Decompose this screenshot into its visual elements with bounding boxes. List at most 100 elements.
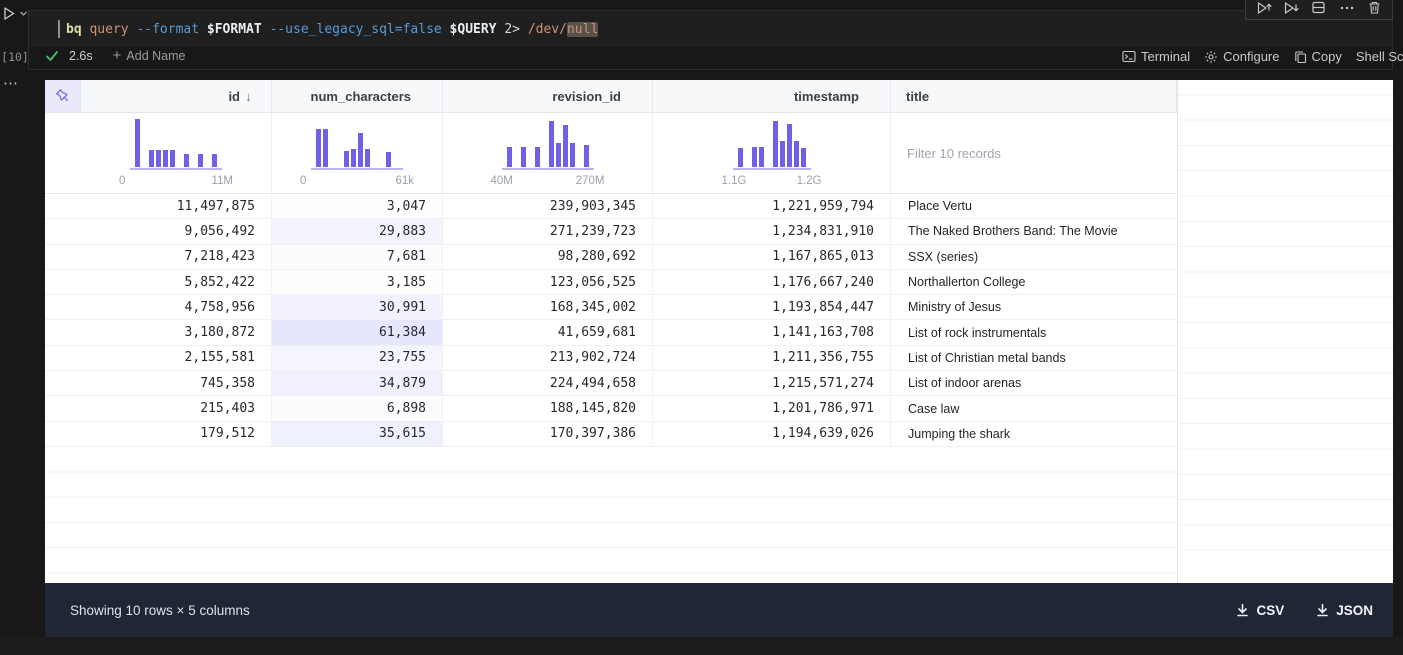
code-token: bq <box>66 21 82 37</box>
copy-icon <box>1294 50 1306 63</box>
success-check-icon <box>46 51 58 61</box>
histogram-bar <box>779 141 785 167</box>
add-name-button[interactable]: + Add Name <box>112 47 186 64</box>
cell-num_characters: 61,384 <box>272 320 443 345</box>
cell-more-icon[interactable]: ⋯ <box>3 75 19 92</box>
cell-num_characters: 30,991 <box>272 295 443 320</box>
code-token: query <box>89 21 129 37</box>
cell-num_characters: 29,883 <box>272 219 443 244</box>
split-cell-icon[interactable] <box>1310 0 1327 16</box>
histogram-cell: 0 11M <box>45 113 272 193</box>
terminal-button[interactable]: Terminal <box>1122 49 1190 64</box>
histogram-bar <box>156 150 161 167</box>
chevron-down-icon <box>20 11 27 16</box>
cell-timestamp: 1,176,667,240 <box>653 269 891 295</box>
cell-timestamp: 1,201,786,971 <box>653 396 891 421</box>
histogram-max-label: 270M <box>575 175 605 187</box>
histogram-bars <box>316 119 398 167</box>
histogram-bar <box>562 125 568 167</box>
cell-id: 745,358 <box>45 371 272 396</box>
execution-duration: 2.6s <box>69 49 93 63</box>
column-header-num_characters[interactable]: num_characters <box>272 80 443 112</box>
histogram-range-labels: 40M 270M <box>491 175 605 187</box>
histogram-bar <box>358 133 363 167</box>
copy-button[interactable]: Copy <box>1294 49 1342 64</box>
play-icon <box>4 7 15 20</box>
code-token: $FORMAT <box>206 21 262 37</box>
histogram-bar <box>351 149 356 167</box>
language-picker[interactable]: Shell Script <box>1356 49 1403 64</box>
histogram-max-label: 11M <box>211 175 233 187</box>
histogram-bar <box>163 150 168 167</box>
add-name-label: Add Name <box>126 49 186 63</box>
cell-id: 2,155,581 <box>45 345 272 371</box>
histogram-range-labels: 0 61k <box>300 175 414 187</box>
cell-timestamp: 1,194,639,026 <box>653 421 891 446</box>
column-header-timestamp[interactable]: timestamp <box>653 80 891 112</box>
histogram-revision_id[interactable]: 40M 270M <box>491 119 605 187</box>
download-icon <box>1317 603 1329 617</box>
histogram-num_characters[interactable]: 0 61k <box>300 119 414 187</box>
histogram-bar <box>198 154 203 167</box>
cell-title: The Naked Brothers Band: The Movie <box>908 224 1118 239</box>
histogram-bar <box>506 147 512 167</box>
table-row: 5,852,422 3,185 123,056,525 1,176,667,240 No… <box>45 269 1177 296</box>
table-row: 215,403 6,898 188,145,820 1,201,786,971 Case… <box>45 396 1177 422</box>
export-csv-button[interactable]: CSV <box>1236 603 1284 618</box>
results-table: id ↓ num_characters revision_id timestamp tit… <box>45 80 1393 583</box>
histogram-timestamp[interactable]: 1.1G 1.2G <box>722 119 822 187</box>
histogram-bar <box>135 119 140 167</box>
run-cell-button[interactable] <box>2 6 28 21</box>
text-cursor <box>58 20 60 38</box>
csv-label: CSV <box>1256 602 1285 618</box>
column-header-title[interactable]: title <box>891 80 1177 112</box>
cell-id: 3,180,872 <box>45 320 272 345</box>
cell-num_characters: 3,185 <box>272 269 443 295</box>
code-token <box>199 22 207 37</box>
execution-count: [10] <box>1 50 29 64</box>
table-row: 179,512 35,615 170,397,386 1,194,639,026 Jum… <box>45 421 1177 447</box>
code-token <box>520 22 528 37</box>
cell-toolbar <box>1245 0 1393 20</box>
histogram-bar <box>386 152 391 167</box>
cell-id: 4,758,956 <box>45 295 272 320</box>
right-empty-grid <box>1177 80 1393 583</box>
download-icon <box>1237 603 1249 617</box>
code-editor[interactable]: bq query --format $FORMAT --use_legacy_s… <box>29 11 1392 47</box>
cell-timestamp: 1,211,356,755 <box>653 345 891 371</box>
execute-above-icon[interactable] <box>1255 0 1272 16</box>
histogram-axis <box>311 168 403 170</box>
more-actions-icon[interactable] <box>1338 0 1355 16</box>
delete-cell-icon[interactable] <box>1366 0 1383 16</box>
cell-revision_id: 224,494,658 <box>443 371 653 396</box>
cell-revision_id: 123,056,525 <box>443 269 653 295</box>
column-header-revision_id[interactable]: revision_id <box>443 80 653 112</box>
export-json-button[interactable]: JSON <box>1316 603 1373 618</box>
cell-num_characters: 7,681 <box>272 244 443 269</box>
histogram-bar <box>149 150 154 167</box>
histogram-bar <box>772 121 778 167</box>
histogram-cell: 40M 270M <box>443 113 653 193</box>
cell-title: SSX (series) <box>908 249 979 264</box>
cell-timestamp: 1,141,163,708 <box>653 320 891 345</box>
execute-below-icon[interactable] <box>1283 0 1300 16</box>
pin-column-button[interactable] <box>45 80 81 112</box>
filter-input[interactable]: Filter 10 records <box>907 145 1001 161</box>
cell-revision_id: 170,397,386 <box>443 421 653 446</box>
column-label: timestamp <box>793 88 859 104</box>
cell-title: Jumping the shark <box>908 426 1011 441</box>
cell-revision_id: 188,145,820 <box>443 396 653 421</box>
histogram-bar <box>800 148 806 167</box>
cell-id: 11,497,875 <box>45 194 272 219</box>
column-label: num_characters <box>310 88 411 104</box>
row-count-status: Showing 10 rows × 5 columns <box>70 602 250 618</box>
configure-button[interactable]: Configure <box>1204 49 1280 64</box>
command-line: bq query --format $FORMAT --use_legacy_s… <box>66 21 599 37</box>
histogram-id[interactable]: 0 11M <box>119 119 233 187</box>
column-header-id[interactable]: id ↓ <box>81 80 272 112</box>
code-token: /dev/ <box>527 21 567 37</box>
plus-icon: + <box>112 47 122 64</box>
column-label: revision_id <box>552 88 621 104</box>
histogram-bar <box>786 124 792 167</box>
